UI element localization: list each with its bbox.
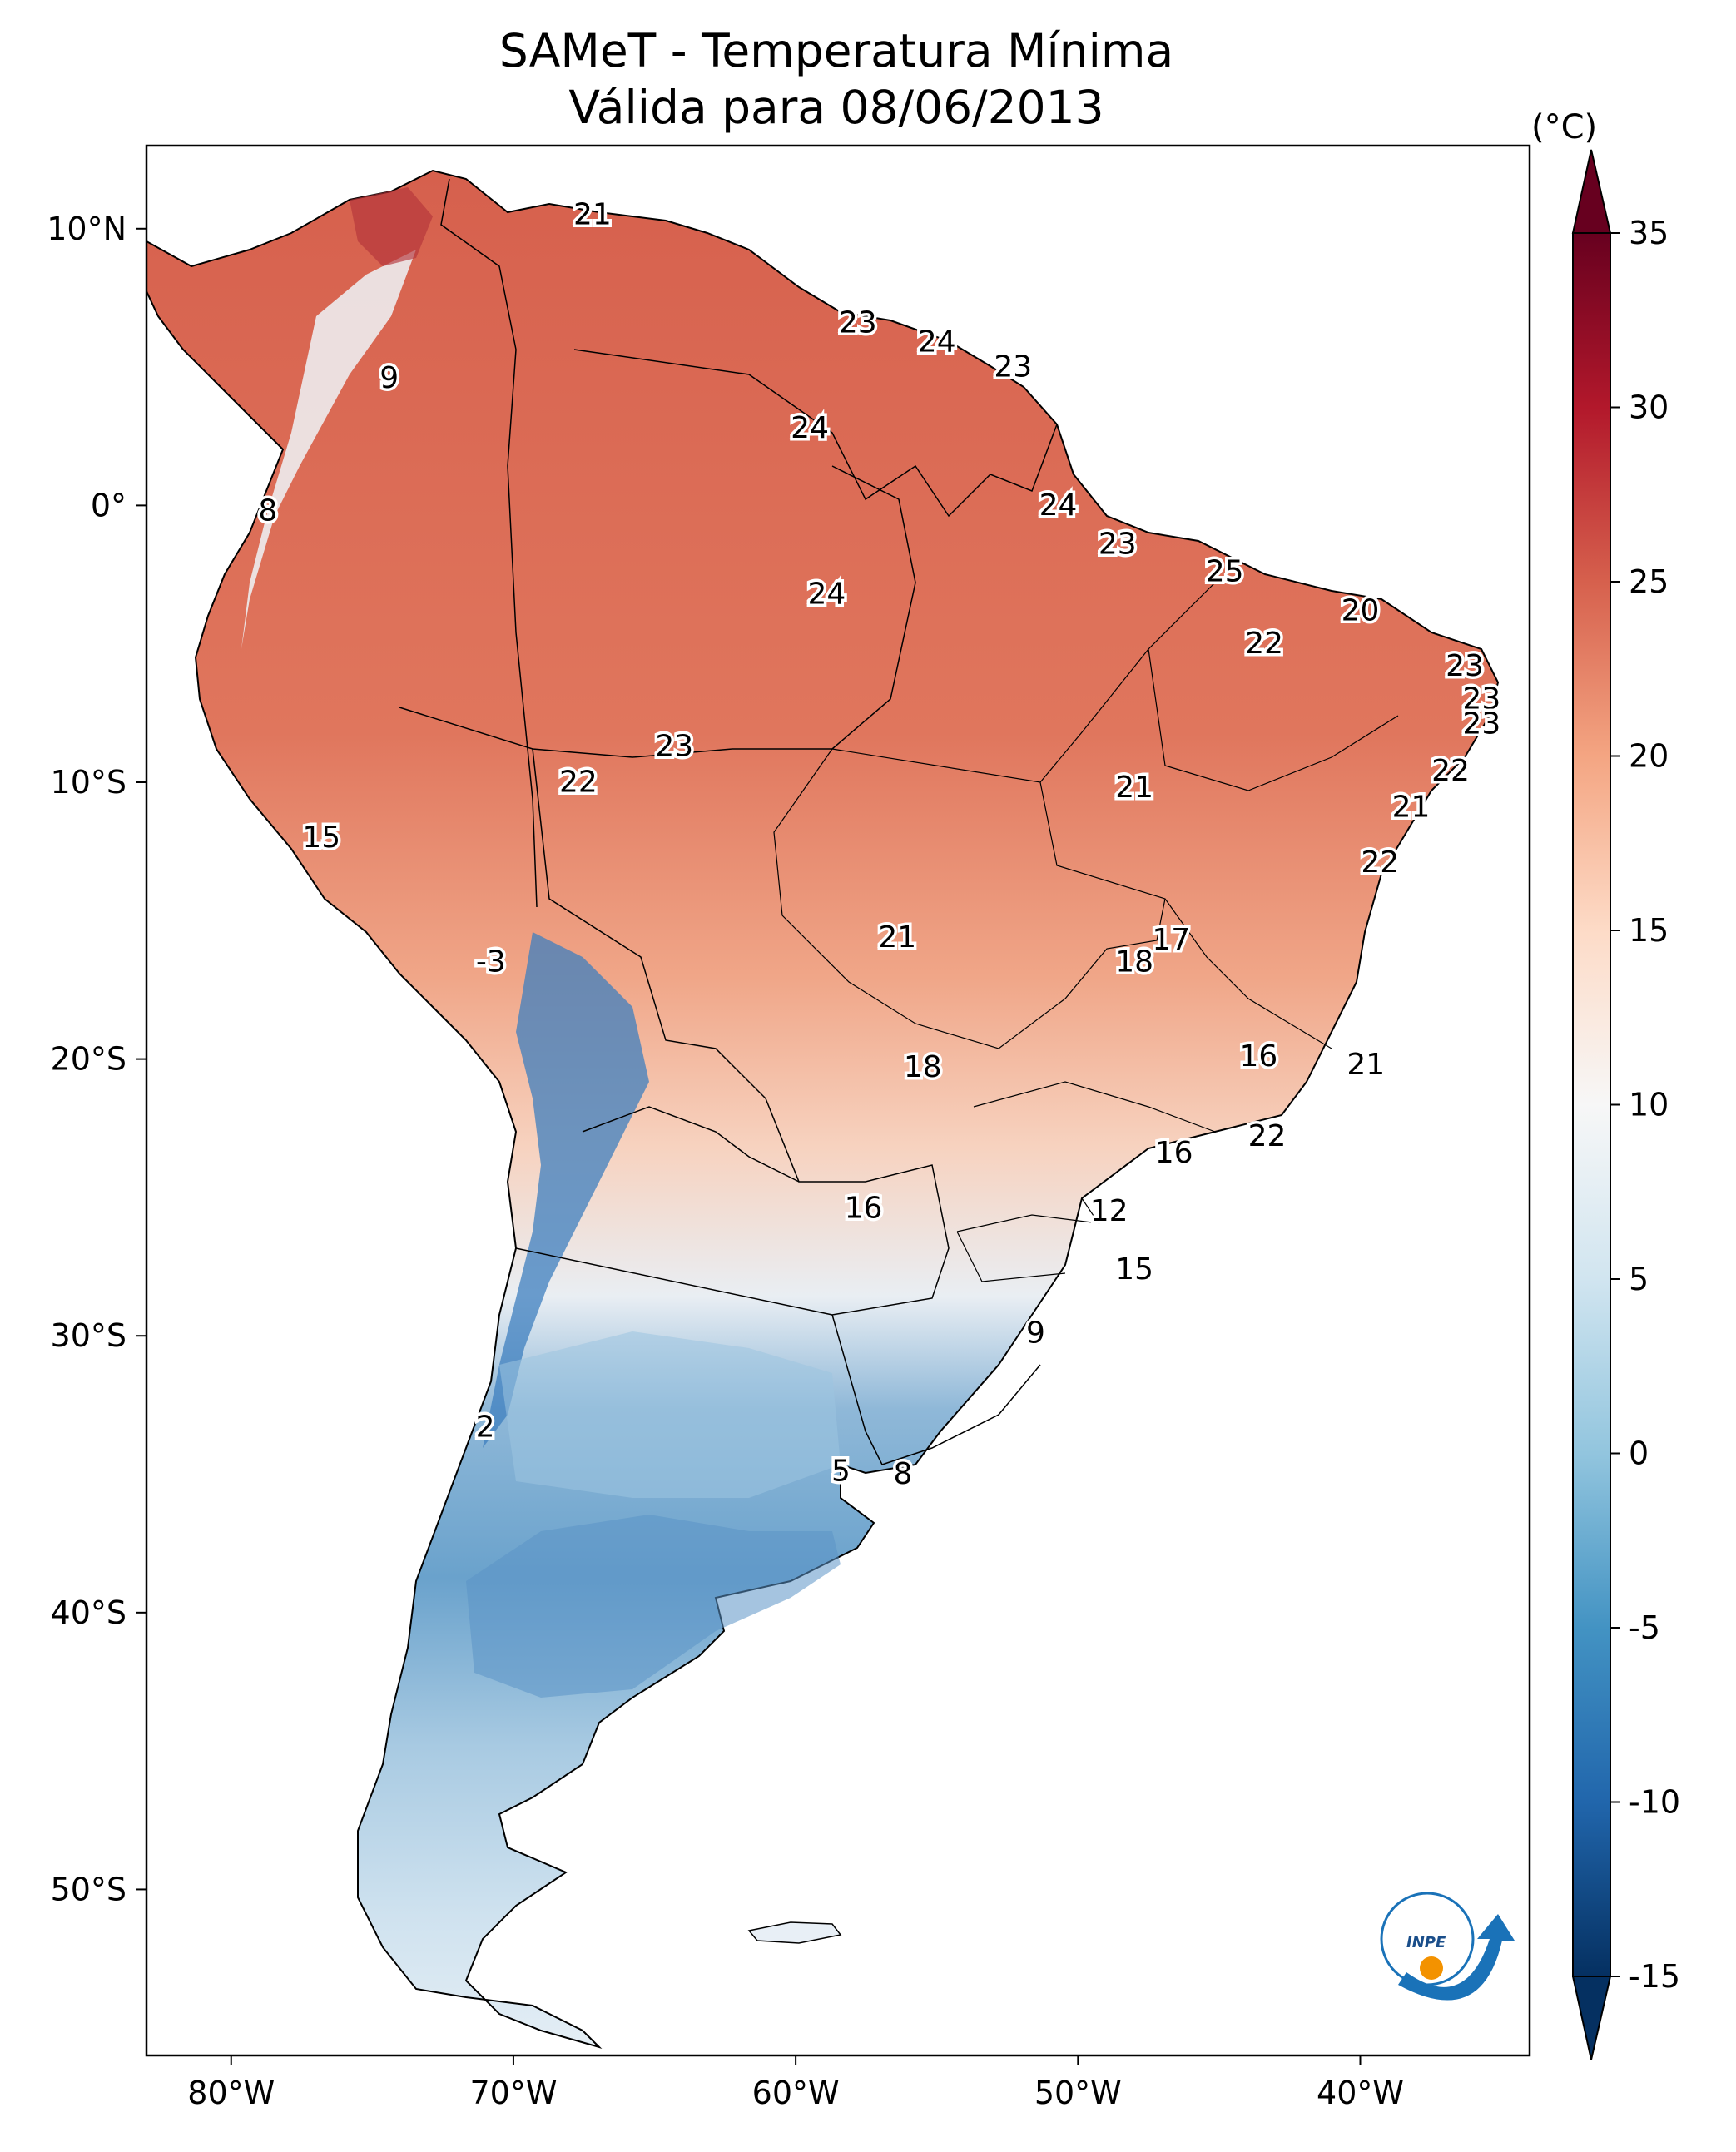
temperature-label: -3 <box>476 945 506 979</box>
temperature-label: 23 <box>994 350 1032 384</box>
temperature-label: 15 <box>302 821 340 855</box>
northern-andes-cool <box>241 250 416 649</box>
state-borders <box>773 582 1399 1282</box>
temperature-label: 24 <box>918 325 956 359</box>
lat-tick-label: 50°S <box>51 1871 126 1907</box>
temperature-label: 8 <box>894 1457 913 1491</box>
temperature-label: 25 <box>1206 555 1244 589</box>
temperature-label: 23 <box>839 305 877 340</box>
temperature-label: 21 <box>1347 1048 1385 1082</box>
colorbar-tick-label: 30 <box>1629 389 1669 426</box>
colorbar-tick-label: -5 <box>1629 1609 1660 1646</box>
temperature-label: 16 <box>1155 1136 1193 1170</box>
colorbar-gradient <box>1572 232 1611 1977</box>
lat-tick-label: 10°S <box>51 764 126 801</box>
temperature-label: 21 <box>1115 771 1153 805</box>
temperature-label: 24 <box>791 411 829 445</box>
longitude-axis: 80°W 70°W 60°W 50°W 40°W <box>187 2055 1404 2111</box>
lon-tick-label: 50°W <box>1034 2075 1122 2111</box>
colorbar-min-extension <box>1571 1976 1612 2060</box>
lon-tick-label: 40°W <box>1317 2075 1404 2111</box>
map-title: SAMeT - Temperatura Mínima <box>498 24 1174 77</box>
colorbar-tick-label: 15 <box>1629 912 1669 949</box>
temperature-label: 23 <box>1446 649 1484 683</box>
temperature-label: 17 <box>1152 923 1190 957</box>
colorbar-tick-label: 0 <box>1629 1435 1649 1472</box>
lon-tick-label: 70°W <box>469 2075 557 2111</box>
colorbar-tick-label: 20 <box>1629 738 1669 775</box>
temperature-label: 9 <box>1026 1316 1045 1350</box>
temperature-label: 22 <box>559 766 598 800</box>
lon-tick-label: 80°W <box>187 2075 275 2111</box>
logo-text: INPE <box>1406 1934 1446 1951</box>
temperature-label: 21 <box>1392 790 1431 824</box>
colorbar: 35 30 25 20 15 10 5 0 -5 -10 -15 <box>1571 149 1680 2060</box>
temperature-label: 9 <box>379 361 399 395</box>
temperature-label: 18 <box>1115 945 1153 979</box>
temperature-label: 22 <box>1245 627 1283 661</box>
colorbar-unit-label: (°C) <box>1531 108 1598 146</box>
temperature-label: 20 <box>1342 593 1380 627</box>
temperature-label: 2 <box>476 1410 495 1444</box>
lat-tick-label: 30°S <box>51 1317 126 1354</box>
temperature-label: 12 <box>1090 1194 1128 1228</box>
country-borders <box>399 178 1058 1465</box>
latitude-axis: 10°N 0° 10°S 20°S 30°S 40°S 50°S <box>47 211 146 1907</box>
temperature-label: 15 <box>1115 1252 1153 1287</box>
andes-cold-band <box>483 932 649 1448</box>
south-america-landmass <box>146 169 1500 2050</box>
temperature-label: 22 <box>1248 1119 1287 1153</box>
temperature-label: 16 <box>845 1192 883 1226</box>
colorbar-tick-label: 10 <box>1629 1087 1669 1123</box>
temperature-label: 22 <box>1431 754 1470 788</box>
temperature-label: 5 <box>831 1455 851 1489</box>
falkland-islands <box>747 1921 842 1944</box>
colorbar-tick-label: -10 <box>1629 1784 1680 1821</box>
colorbar-tick-label: 35 <box>1629 215 1669 251</box>
north-hotspot <box>350 187 433 266</box>
temperature-label: 23 <box>1099 527 1137 561</box>
temperature-label: 23 <box>1462 682 1500 717</box>
lat-tick-label: 10°N <box>47 211 126 247</box>
temperature-label: 23 <box>655 729 693 763</box>
colorbar-tick-label: 25 <box>1629 563 1669 600</box>
colorbar-tick-label: 5 <box>1629 1261 1649 1297</box>
temperature-label: 24 <box>808 577 846 611</box>
southern-cool-region <box>466 1515 841 1698</box>
temperature-label: 24 <box>1039 488 1078 523</box>
argentina-central-cool <box>499 1331 841 1498</box>
colorbar-ticks: 35 30 25 20 15 10 5 0 -5 -10 -15 <box>1610 215 1680 1995</box>
colorbar-max-extension <box>1571 149 1612 234</box>
temperature-label: 8 <box>258 494 277 528</box>
lat-tick-label: 40°S <box>51 1594 126 1631</box>
lat-tick-label: 0° <box>91 487 126 523</box>
temperature-label: 22 <box>1361 845 1399 880</box>
temperature-label: 18 <box>904 1050 942 1084</box>
temperature-label: 21 <box>878 920 916 955</box>
lat-tick-label: 20°S <box>51 1041 126 1078</box>
colorbar-tick-label: -15 <box>1629 1958 1680 1995</box>
map-frame <box>145 144 1531 2057</box>
inpe-logo: INPE <box>1380 1892 1515 2001</box>
temperature-label: 23 <box>1462 707 1500 741</box>
temperature-label: 16 <box>1239 1039 1277 1074</box>
lon-tick-label: 60°W <box>752 2075 840 2111</box>
temperature-label: 21 <box>573 198 612 232</box>
map-subtitle: Válida para 08/06/2013 <box>568 81 1104 134</box>
